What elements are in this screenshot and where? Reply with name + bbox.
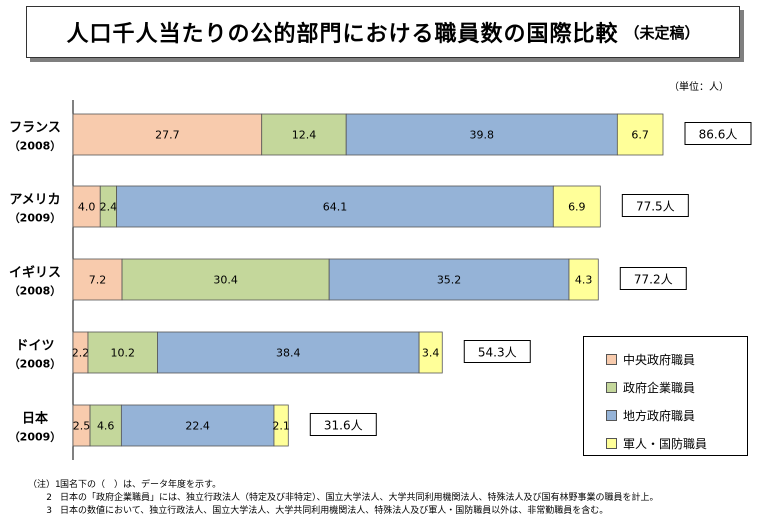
footnote-number: 3 <box>46 506 52 516</box>
footnote-3: 3 日本の数値において、独立行政法人、国立大学法人、大学共同利用機関法人、特殊法人… <box>28 505 659 518</box>
data-label: 2.4 <box>100 201 118 214</box>
footnote-text: 日本の数値において、独立行政法人、国立大学法人、大学共同利用機関法人、特殊法人及… <box>60 506 609 516</box>
bar-segment-local <box>345 113 618 156</box>
data-label: 35.2 <box>437 274 462 287</box>
total-box <box>684 122 752 145</box>
footnote-2: 2 日本の「政府企業職員」には、独立行政法人（特定及び非特定）、国立大学法人、大学… <box>28 492 659 505</box>
legend-item-enterprise: 政府企業職員 <box>606 373 747 401</box>
footnote-text: 国名下の（ ）は、データ年度を示す。 <box>60 480 222 490</box>
footnote-number: （注）1 <box>28 480 61 490</box>
legend-label-local: 地方政府職員 <box>623 408 696 423</box>
total-label: 86.6人 <box>699 128 738 142</box>
data-label: 6.7 <box>631 129 649 142</box>
chart-title: 人口千人当たりの公的部門における職員数の国際比較 <box>66 22 619 47</box>
data-label: 22.4 <box>185 420 210 433</box>
total-label: 77.5人 <box>636 200 675 214</box>
category-label: アメリカ <box>9 193 60 208</box>
legend-item-military: 軍人・国防職員 <box>606 429 747 457</box>
legend-swatch-central <box>606 353 617 365</box>
legend-label-central: 中央政府職員 <box>623 352 696 367</box>
total-box <box>309 413 377 436</box>
data-label: 30.4 <box>213 274 238 287</box>
footnote-1: （注）1国名下の（ ）は、データ年度を示す。 <box>28 479 659 492</box>
bar-segment-central <box>72 258 123 301</box>
legend-swatch-local <box>606 409 617 421</box>
data-label: 2.1 <box>272 420 290 433</box>
bar-segment-central <box>72 185 101 228</box>
category-year-label: （2009） <box>9 431 62 444</box>
bar-segment-military <box>568 258 599 301</box>
bar-segment-central <box>72 113 263 156</box>
bar-segment-local <box>116 185 554 228</box>
category-label: 日本 <box>22 411 48 427</box>
total-box <box>621 194 689 217</box>
data-label: 4.0 <box>78 201 96 214</box>
category-year-label: （2008） <box>9 285 62 298</box>
unit-label: （単位：人） <box>669 82 729 93</box>
legend-label-military: 軍人・国防職員 <box>623 436 708 451</box>
data-label: 6.9 <box>568 201 586 214</box>
bar-segment-military <box>616 113 664 156</box>
footnote-number: 2 <box>46 493 52 503</box>
chart-title-note: （未定稿） <box>624 23 700 42</box>
legend-swatch-military <box>606 437 617 449</box>
total-label: 77.2人 <box>634 273 673 287</box>
data-label: 12.4 <box>292 129 317 142</box>
legend-label-enterprise: 政府企業職員 <box>623 380 696 395</box>
category-year-label: （2008） <box>9 140 62 153</box>
category-year-label: （2009） <box>9 212 62 225</box>
legend: 中央政府職員 政府企業職員 地方政府職員 軍人・国防職員 <box>583 336 748 456</box>
data-label: 2.5 <box>73 420 91 433</box>
total-box <box>463 340 531 363</box>
total-box <box>619 267 687 290</box>
bar-segment-local <box>120 404 275 447</box>
total-label: 54.3人 <box>478 346 517 360</box>
data-label: 3.4 <box>422 347 440 360</box>
data-label: 4.6 <box>97 420 115 433</box>
title-box: 人口千人当たりの公的部門における職員数の国際比較 （未定稿） <box>26 6 740 58</box>
bar-segment-military <box>418 331 443 374</box>
category-year-label: （2008） <box>9 358 62 371</box>
bar-segment-enterprise <box>89 404 122 447</box>
data-label: 2.2 <box>72 347 90 360</box>
data-label: 27.7 <box>155 129 180 142</box>
bar-segment-local <box>157 331 420 374</box>
bar-segment-enterprise <box>87 331 158 374</box>
data-label: 39.8 <box>470 129 495 142</box>
legend-swatch-enterprise <box>606 381 617 393</box>
category-label: フランス <box>9 121 61 136</box>
data-label: 10.2 <box>110 347 135 360</box>
category-label: ドイツ <box>15 339 54 354</box>
total-label: 31.6人 <box>324 419 363 433</box>
data-label: 7.2 <box>89 274 107 287</box>
footnote-text: 日本の「政府企業職員」には、独立行政法人（特定及び非特定）、国立大学法人、大学共… <box>60 493 659 503</box>
legend-item-local: 地方政府職員 <box>606 401 747 429</box>
bar-segment-enterprise <box>121 258 330 301</box>
footnotes: （注）1国名下の（ ）は、データ年度を示す。 2 日本の「政府企業職員」には、独立… <box>28 479 659 518</box>
bar-segment-military <box>552 185 601 228</box>
bar-segment-military <box>273 404 289 447</box>
category-label: イギリス <box>9 265 61 281</box>
legend-item-central: 中央政府職員 <box>606 345 747 373</box>
data-label: 38.4 <box>276 347 301 360</box>
data-label: 4.3 <box>575 274 593 287</box>
data-label: 64.1 <box>323 201 348 214</box>
